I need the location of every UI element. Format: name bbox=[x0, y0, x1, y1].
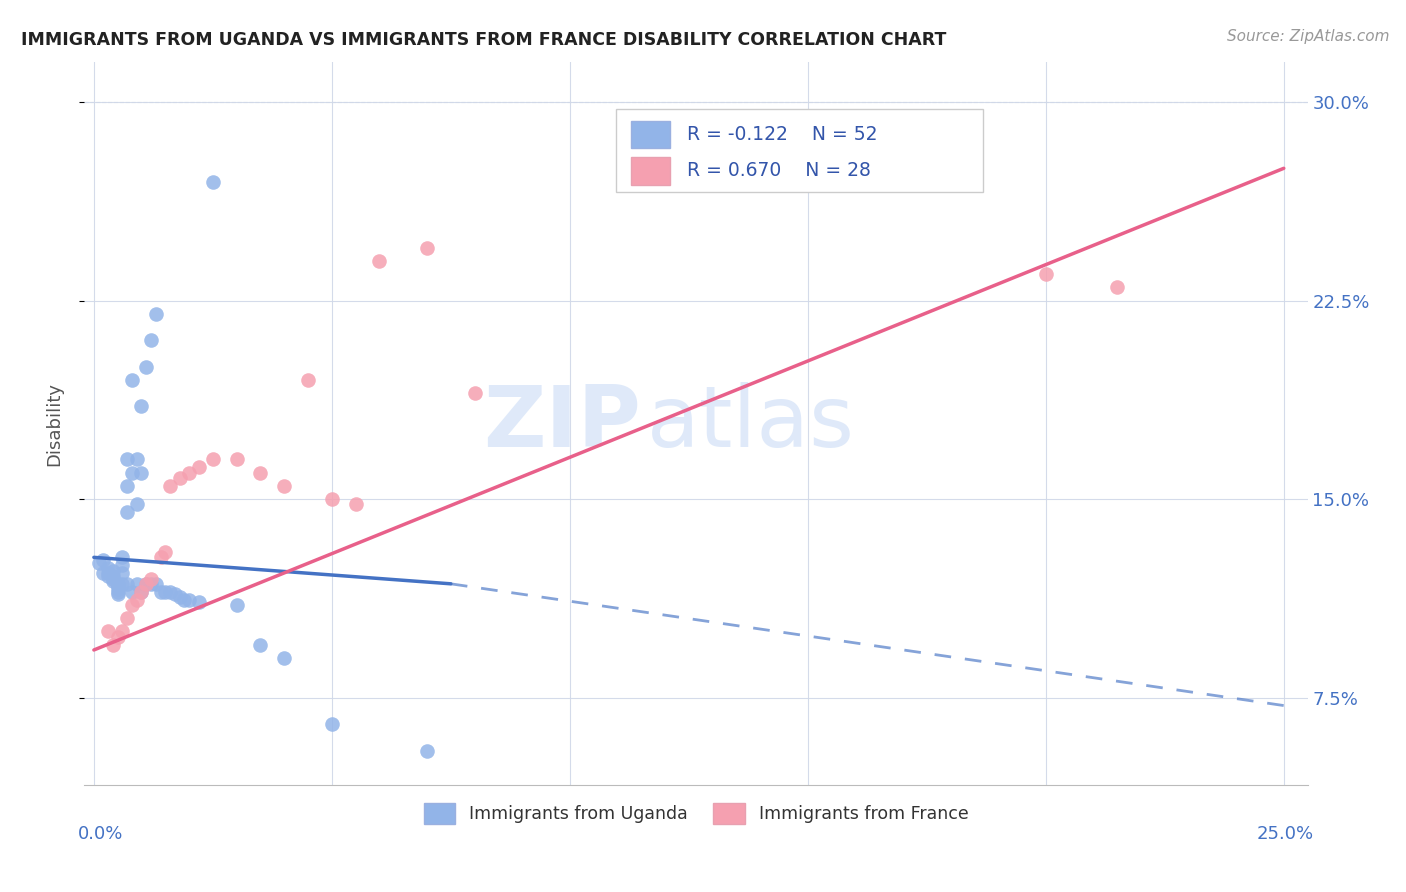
Point bbox=[131, 466, 153, 480]
Point bbox=[115, 479, 138, 493]
Point bbox=[107, 577, 129, 591]
Point bbox=[225, 452, 247, 467]
Point bbox=[101, 574, 124, 589]
Point bbox=[121, 598, 143, 612]
Point bbox=[273, 651, 295, 665]
Point bbox=[111, 550, 134, 565]
Point bbox=[107, 579, 129, 593]
Point bbox=[297, 373, 319, 387]
Point bbox=[149, 550, 172, 565]
Point bbox=[273, 479, 295, 493]
Point bbox=[173, 592, 195, 607]
Point bbox=[225, 598, 247, 612]
Point bbox=[145, 577, 167, 591]
FancyBboxPatch shape bbox=[616, 110, 983, 193]
Point bbox=[139, 572, 162, 586]
Point bbox=[139, 334, 162, 348]
Point bbox=[97, 624, 120, 639]
Point bbox=[368, 254, 391, 268]
Point bbox=[101, 572, 124, 586]
Point bbox=[135, 577, 157, 591]
Point bbox=[121, 584, 143, 599]
Y-axis label: Disability: Disability bbox=[45, 382, 63, 466]
Point bbox=[416, 241, 439, 255]
Point bbox=[344, 497, 367, 511]
Point bbox=[111, 624, 134, 639]
Point bbox=[135, 359, 157, 374]
Point bbox=[249, 466, 271, 480]
Point bbox=[101, 638, 124, 652]
Text: ZIP: ZIP bbox=[484, 382, 641, 466]
Point bbox=[97, 566, 120, 581]
Text: R = -0.122    N = 52: R = -0.122 N = 52 bbox=[688, 125, 877, 145]
Point bbox=[111, 566, 134, 581]
Point bbox=[93, 566, 115, 581]
Point bbox=[464, 386, 486, 401]
Point bbox=[155, 545, 177, 559]
Point bbox=[177, 592, 200, 607]
Point bbox=[115, 452, 138, 467]
Bar bbox=[631, 121, 671, 148]
Point bbox=[201, 452, 224, 467]
Point bbox=[169, 590, 191, 604]
Point bbox=[125, 592, 148, 607]
Point bbox=[101, 564, 124, 578]
Point bbox=[121, 466, 143, 480]
Point bbox=[107, 630, 129, 644]
Point bbox=[87, 556, 110, 570]
Text: 25.0%: 25.0% bbox=[1257, 825, 1313, 843]
Point bbox=[321, 717, 343, 731]
Point bbox=[121, 373, 143, 387]
Point bbox=[139, 577, 162, 591]
Point bbox=[125, 497, 148, 511]
Point bbox=[321, 492, 343, 507]
Legend: Immigrants from Uganda, Immigrants from France: Immigrants from Uganda, Immigrants from … bbox=[416, 797, 976, 830]
Point bbox=[159, 584, 181, 599]
Point bbox=[249, 638, 271, 652]
Point bbox=[107, 582, 129, 596]
Text: Source: ZipAtlas.com: Source: ZipAtlas.com bbox=[1226, 29, 1389, 44]
Point bbox=[115, 611, 138, 625]
Point bbox=[107, 584, 129, 599]
Point bbox=[97, 569, 120, 583]
Point bbox=[93, 553, 115, 567]
Point bbox=[1035, 267, 1057, 281]
Point bbox=[187, 595, 209, 609]
Point bbox=[115, 505, 138, 519]
Text: IMMIGRANTS FROM UGANDA VS IMMIGRANTS FROM FRANCE DISABILITY CORRELATION CHART: IMMIGRANTS FROM UGANDA VS IMMIGRANTS FRO… bbox=[21, 31, 946, 49]
Point bbox=[111, 558, 134, 573]
Text: atlas: atlas bbox=[647, 382, 855, 466]
Point bbox=[131, 584, 153, 599]
Point bbox=[149, 584, 172, 599]
Point bbox=[97, 561, 120, 575]
Point bbox=[201, 175, 224, 189]
Point bbox=[169, 471, 191, 485]
Point bbox=[145, 307, 167, 321]
Text: R = 0.670    N = 28: R = 0.670 N = 28 bbox=[688, 161, 872, 180]
Point bbox=[101, 569, 124, 583]
Point bbox=[159, 479, 181, 493]
Point bbox=[416, 743, 439, 757]
Point bbox=[155, 584, 177, 599]
Point bbox=[163, 587, 186, 601]
Point bbox=[1107, 280, 1129, 294]
Point bbox=[131, 400, 153, 414]
Point bbox=[111, 577, 134, 591]
Point bbox=[125, 577, 148, 591]
Point bbox=[131, 584, 153, 599]
Point bbox=[125, 452, 148, 467]
Point bbox=[187, 460, 209, 475]
Point bbox=[135, 577, 157, 591]
Point bbox=[115, 577, 138, 591]
Bar bbox=[631, 157, 671, 185]
Text: 0.0%: 0.0% bbox=[79, 825, 124, 843]
Point bbox=[177, 466, 200, 480]
Point bbox=[107, 587, 129, 601]
